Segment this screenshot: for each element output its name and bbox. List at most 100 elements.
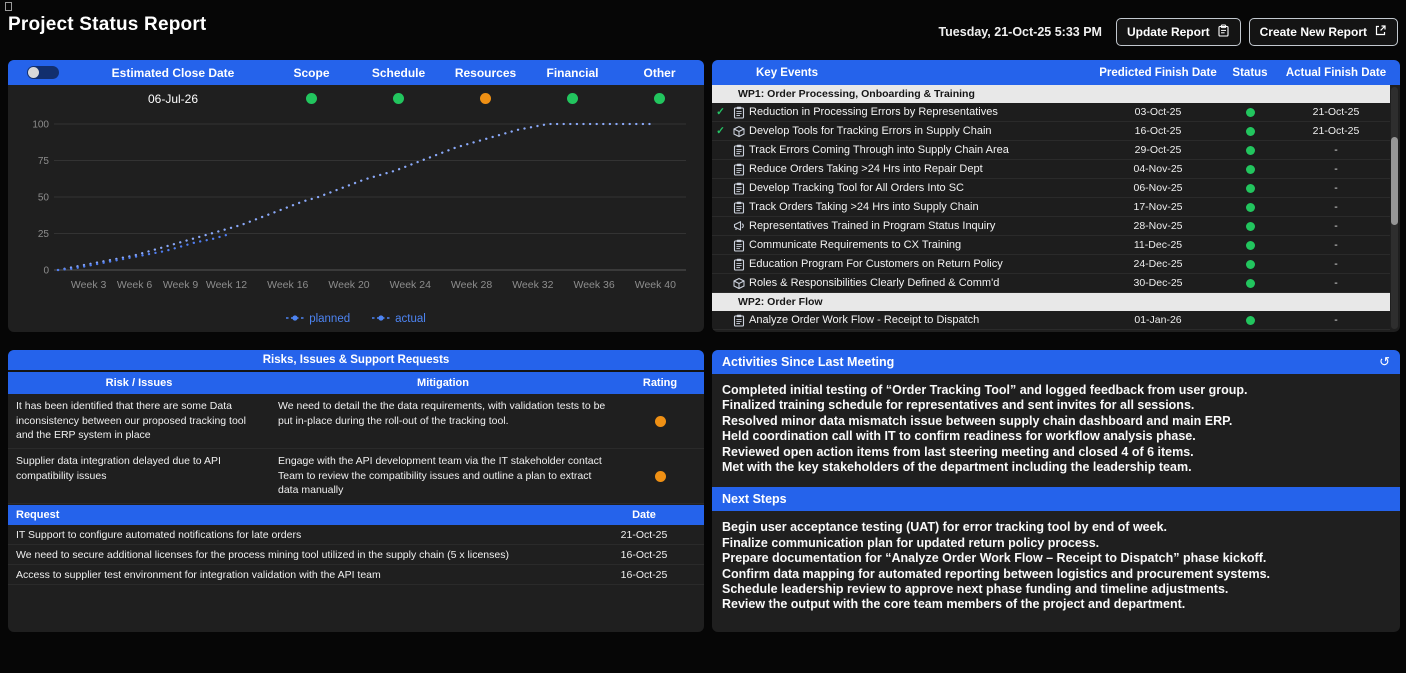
legend-item-planned[interactable]: planned bbox=[286, 313, 350, 325]
actual-finish-header: Actual Finish Date bbox=[1285, 66, 1387, 79]
status-dot bbox=[1245, 202, 1255, 212]
request-row: IT Support to configure automated notifi… bbox=[8, 525, 704, 546]
status-dot bbox=[1245, 183, 1255, 193]
key-event-label: Reduce Orders Taking >24 Hrs into Repair… bbox=[749, 163, 983, 175]
activity-line: Held coordination call with IT to confir… bbox=[722, 429, 1196, 444]
refresh-icon[interactable]: ↺ bbox=[1379, 354, 1390, 369]
svg-text:Week 6: Week 6 bbox=[117, 279, 153, 291]
predicted-finish-date: 03-Oct-25 bbox=[1134, 106, 1182, 118]
rating-cell bbox=[616, 449, 704, 503]
next-step-line: Review the output with the core team mem… bbox=[722, 597, 1186, 612]
key-events-header-label: Key Events bbox=[756, 66, 819, 79]
key-event-label: Communicate Requirements to CX Training bbox=[749, 239, 962, 251]
status-dot bbox=[1245, 259, 1255, 269]
next-step-line: Prepare documentation for “Analyze Order… bbox=[722, 551, 1267, 566]
legend-item-actual[interactable]: actual bbox=[372, 313, 426, 325]
key-event-row[interactable]: ✓ Reduction in Processing Errors by Repre… bbox=[712, 103, 1390, 122]
scrollbar[interactable] bbox=[1391, 87, 1398, 329]
predicted-finish-date: 17-Nov-25 bbox=[1133, 201, 1183, 213]
risks-panel-title: Risks, Issues & Support Requests bbox=[8, 350, 704, 372]
status-dot-schedule bbox=[393, 93, 404, 104]
status-cell bbox=[1218, 126, 1282, 136]
scrollbar-thumb[interactable] bbox=[1391, 137, 1398, 225]
requests-table-header: Request Date bbox=[8, 505, 704, 526]
status-cell bbox=[1218, 164, 1282, 174]
page-root: Project Status Report Tuesday, 21-Oct-25… bbox=[0, 2, 1406, 632]
request-text: IT Support to configure automated notifi… bbox=[16, 528, 302, 541]
dashboard-grid: Estimated Close Date Scope Schedule Reso… bbox=[0, 50, 1406, 632]
activity-line: Completed initial testing of “Order Trac… bbox=[722, 383, 1248, 397]
key-event-label: Reduction in Processing Errors by Repres… bbox=[749, 106, 998, 118]
key-event-row[interactable]: Representatives Trained in Program Statu… bbox=[712, 217, 1390, 236]
key-event-row[interactable]: Roles & Responsibilities Clearly Defined… bbox=[712, 274, 1390, 293]
key-event-row[interactable]: Analyze Order Work Flow - Receipt to Dis… bbox=[712, 311, 1390, 330]
package-icon bbox=[729, 277, 749, 290]
status-dot bbox=[1245, 164, 1255, 174]
window-artifact-icon bbox=[5, 2, 12, 11]
status-dot-resources bbox=[480, 93, 491, 104]
actual-finish-date: - bbox=[1334, 144, 1338, 156]
svg-text:100: 100 bbox=[32, 120, 49, 131]
activity-line: Finalized training schedule for represen… bbox=[722, 398, 1195, 413]
status-cell bbox=[1218, 183, 1282, 193]
request-date: 16-Oct-25 bbox=[620, 568, 668, 581]
column-label-resources: Resources bbox=[454, 65, 517, 80]
key-event-row[interactable]: Develop Tracking Tool for All Orders Int… bbox=[712, 179, 1390, 198]
predicted-finish-date: 04-Nov-25 bbox=[1133, 163, 1183, 175]
predicted-finish-header: Predicted Finish Date bbox=[1099, 66, 1217, 79]
risks-table-header: Risk / Issues Mitigation Rating bbox=[8, 372, 704, 394]
key-event-row[interactable]: Reduce Orders Taking >24 Hrs into Repair… bbox=[712, 160, 1390, 179]
status-dot bbox=[1245, 126, 1255, 136]
key-event-row[interactable]: Education Program For Customers on Retur… bbox=[712, 255, 1390, 274]
key-event-label: Track Errors Coming Through into Supply … bbox=[749, 144, 1009, 156]
mitigation-text: Engage with the API development team via… bbox=[278, 455, 602, 497]
date-header: Date bbox=[632, 509, 656, 522]
legend-marker-icon bbox=[286, 313, 305, 325]
svg-text:Week 9: Week 9 bbox=[163, 279, 199, 291]
activities-list: Completed initial testing of “Order Trac… bbox=[712, 374, 1400, 481]
status-dot bbox=[1245, 315, 1255, 325]
next-steps-title: Next Steps bbox=[722, 492, 787, 507]
next-step-line: Finalize communication plan for updated … bbox=[722, 535, 1100, 550]
external-link-icon bbox=[1374, 24, 1387, 40]
status-cell bbox=[1218, 315, 1282, 325]
key-events-group-header: WP1: Order Processing, Onboarding & Trai… bbox=[712, 85, 1390, 103]
rating-dot bbox=[654, 470, 666, 482]
svg-text:Week 28: Week 28 bbox=[451, 279, 492, 291]
risk-row: It has been identified that there are so… bbox=[8, 394, 704, 450]
next-steps-section-bar: Next Steps bbox=[712, 487, 1400, 512]
chart-legend: planned actual bbox=[8, 308, 704, 330]
key-event-label: Track Orders Taking >24 Hrs into Supply … bbox=[749, 201, 979, 213]
predicted-finish-date: 28-Nov-25 bbox=[1133, 220, 1183, 232]
status-cell bbox=[1218, 107, 1282, 117]
actual-finish-date: - bbox=[1334, 182, 1338, 194]
update-report-button[interactable]: Update Report bbox=[1115, 18, 1241, 46]
key-event-label: Education Program For Customers on Retur… bbox=[749, 258, 1003, 270]
key-event-label: Roles & Responsibilities Clearly Defined… bbox=[749, 277, 1000, 289]
clipboard-icon bbox=[729, 258, 749, 271]
status-summary-panel: Estimated Close Date Scope Schedule Reso… bbox=[8, 60, 704, 332]
svg-text:Week 12: Week 12 bbox=[206, 279, 247, 291]
rating-dot bbox=[654, 415, 666, 427]
status-header: Status bbox=[1232, 66, 1268, 79]
key-event-row[interactable]: ✓ Develop Tools for Tracking Errors in Su… bbox=[712, 122, 1390, 141]
key-event-row[interactable]: Track Orders Taking >24 Hrs into Supply … bbox=[712, 198, 1390, 217]
status-cell bbox=[1218, 145, 1282, 155]
clipboard-icon bbox=[729, 201, 749, 214]
key-events-group-header: WP2: Order Flow bbox=[712, 293, 1390, 311]
create-new-report-button[interactable]: Create New Report bbox=[1248, 18, 1398, 46]
request-date: 21-Oct-25 bbox=[620, 528, 668, 541]
svg-text:Week 16: Week 16 bbox=[267, 279, 308, 291]
activities-section-bar: Activities Since Last Meeting ↺ bbox=[712, 350, 1400, 374]
request-row: We need to secure additional licenses fo… bbox=[8, 545, 704, 566]
key-event-row[interactable]: Communicate Requirements to CX Training 1… bbox=[712, 236, 1390, 255]
svg-text:25: 25 bbox=[38, 229, 50, 240]
status-toggle[interactable] bbox=[27, 66, 59, 79]
risk-issues-header: Risk / Issues bbox=[105, 377, 173, 389]
status-cell bbox=[1218, 259, 1282, 269]
actual-finish-date: 21-Oct-25 bbox=[1312, 125, 1360, 137]
key-event-row[interactable]: Track Errors Coming Through into Supply … bbox=[712, 141, 1390, 160]
svg-text:Week 3: Week 3 bbox=[71, 279, 107, 291]
status-dot bbox=[1245, 107, 1255, 117]
risk-row: Supplier data integration delayed due to… bbox=[8, 449, 704, 505]
